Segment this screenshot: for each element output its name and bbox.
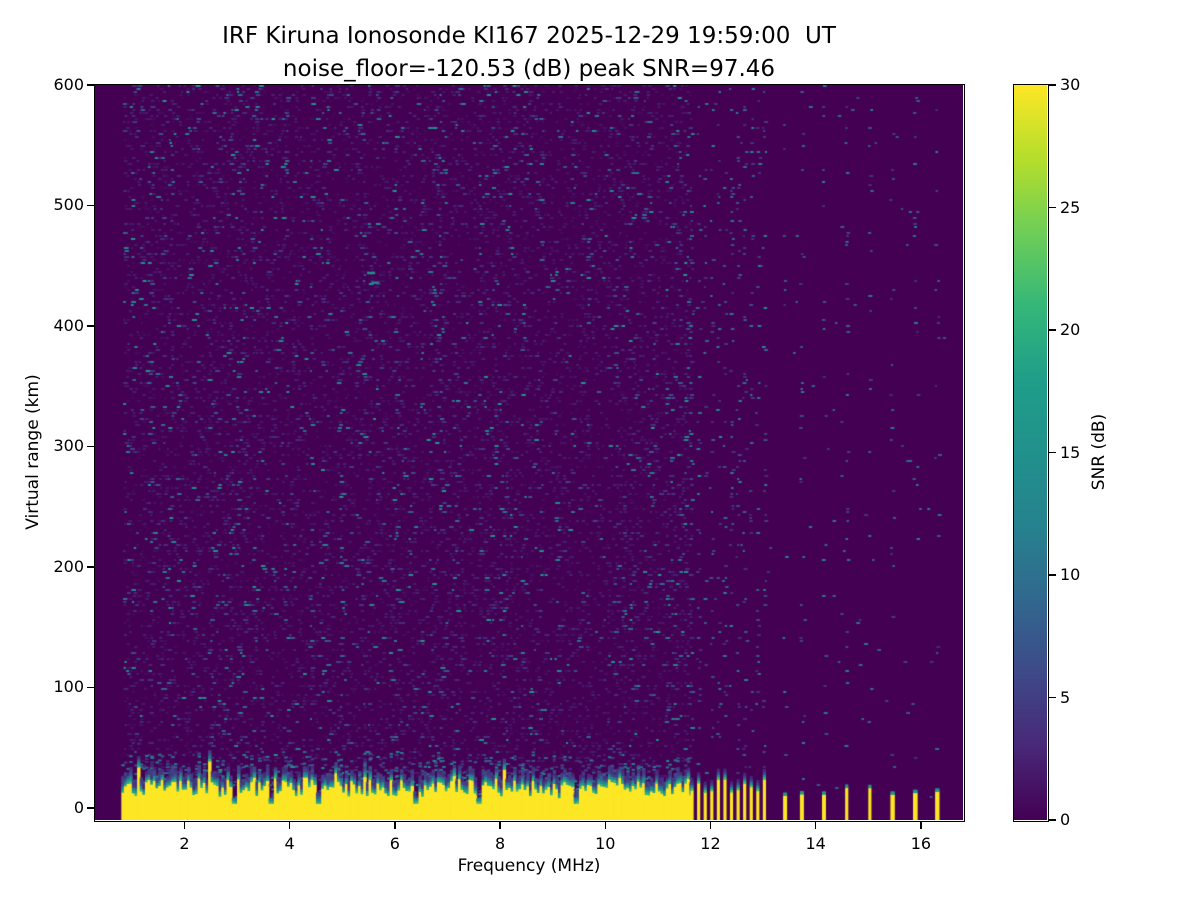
colorbar-gradient bbox=[1014, 85, 1047, 820]
x-tick-mark bbox=[709, 821, 712, 829]
x-tick-mark bbox=[499, 821, 501, 829]
chart-title: IRF Kiruna Ionosonde KI167 2025-12-29 19… bbox=[95, 20, 963, 86]
x-tick-label: 6 bbox=[389, 834, 400, 853]
chart-title-line-1: IRF Kiruna Ionosonde KI167 2025-12-29 19… bbox=[222, 23, 836, 49]
x-tick-mark bbox=[288, 821, 291, 829]
colorbar-tick-mark bbox=[1048, 696, 1056, 699]
y-tick-mark bbox=[86, 84, 94, 86]
colorbar-tick-label: 5 bbox=[1060, 687, 1071, 707]
y-tick-mark bbox=[86, 566, 94, 568]
x-tick-mark bbox=[920, 821, 922, 829]
x-tick-mark bbox=[814, 821, 817, 829]
ionogram-heatmap bbox=[95, 85, 963, 820]
y-tick-mark bbox=[86, 204, 94, 207]
colorbar-tick-mark bbox=[1048, 84, 1056, 86]
colorbar-tick-mark bbox=[1048, 451, 1056, 454]
colorbar-tick-label: 30 bbox=[1060, 75, 1081, 94]
colorbar-tick-label: 25 bbox=[1060, 197, 1081, 217]
y-tick-label: 500 bbox=[53, 195, 84, 215]
colorbar-tick-mark bbox=[1048, 329, 1056, 331]
colorbar-tick-mark bbox=[1048, 819, 1056, 821]
x-tick-label: 16 bbox=[910, 834, 932, 853]
y-tick-mark bbox=[86, 325, 94, 327]
y-tick-label: 300 bbox=[53, 436, 84, 456]
y-tick-label: 200 bbox=[53, 556, 84, 576]
colorbar-tick-label: 10 bbox=[1060, 565, 1081, 584]
colorbar-tick-mark bbox=[1048, 574, 1056, 576]
y-tick-label: 0 bbox=[73, 797, 84, 817]
y-tick-mark bbox=[86, 445, 94, 448]
x-tick-mark bbox=[604, 821, 607, 829]
colorbar-tick-label: 0 bbox=[1060, 810, 1071, 829]
y-tick-mark bbox=[86, 807, 94, 809]
colorbar-tick-label: 15 bbox=[1060, 442, 1081, 462]
y-tick-mark bbox=[86, 686, 94, 689]
x-tick-mark bbox=[394, 821, 396, 829]
chart-title-line-2: noise_floor=-120.53 (dB) peak SNR=97.46 bbox=[282, 56, 776, 82]
colorbar-tick-mark bbox=[1048, 206, 1056, 209]
x-tick-label: 12 bbox=[700, 834, 721, 853]
x-tick-label: 14 bbox=[805, 834, 826, 853]
x-tick-label: 8 bbox=[494, 834, 506, 853]
y-tick-label: 100 bbox=[53, 677, 84, 697]
colorbar-label: SNR (dB) bbox=[1089, 413, 1109, 491]
x-axis-label: Frequency (MHz) bbox=[457, 856, 601, 876]
y-tick-label: 400 bbox=[53, 315, 84, 335]
x-tick-label: 10 bbox=[595, 834, 616, 853]
y-tick-label: 600 bbox=[53, 75, 84, 94]
x-tick-mark bbox=[183, 821, 186, 829]
x-tick-label: 2 bbox=[179, 834, 190, 853]
x-tick-label: 4 bbox=[284, 834, 295, 853]
colorbar-tick-label: 20 bbox=[1060, 320, 1081, 339]
